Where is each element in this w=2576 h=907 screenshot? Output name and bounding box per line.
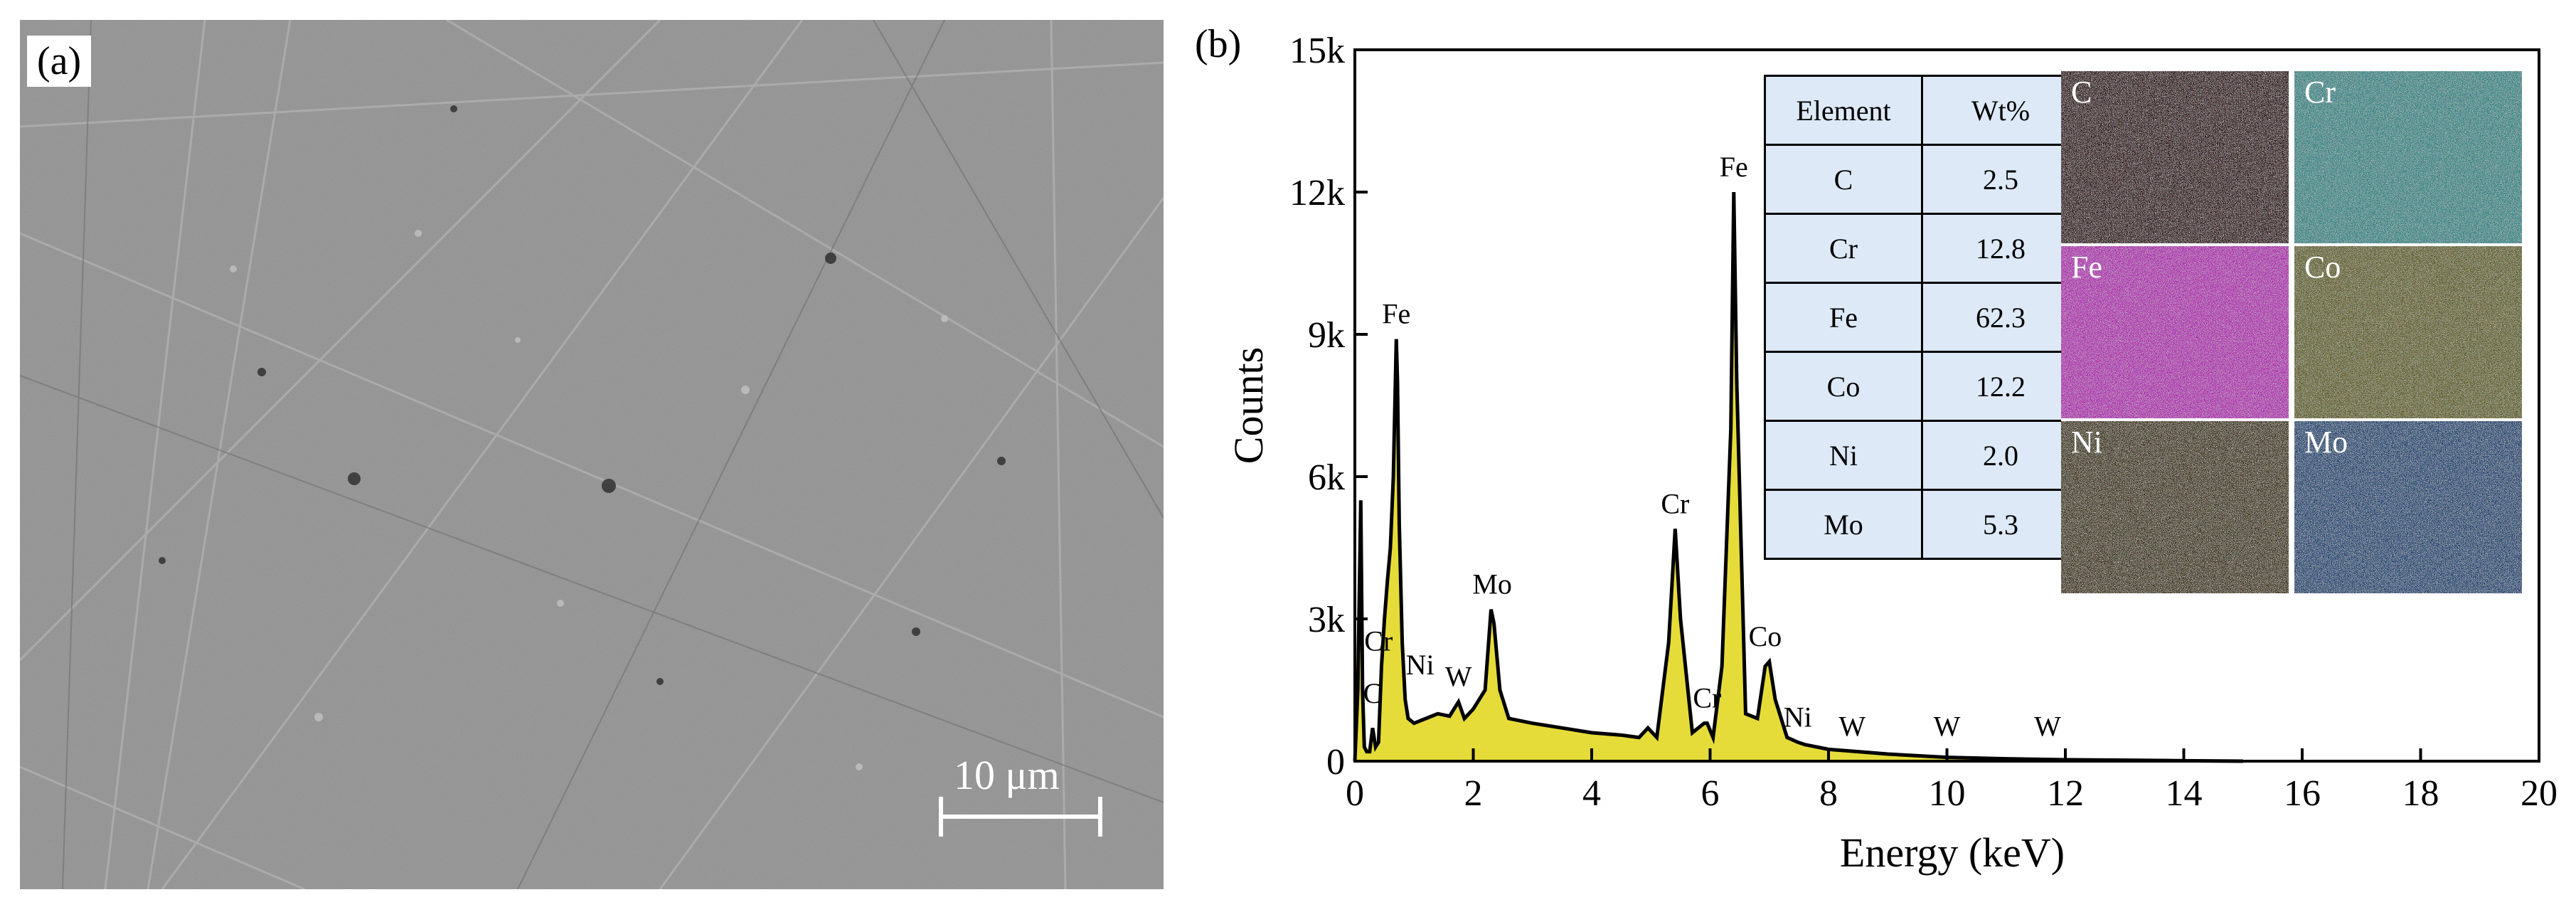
peak-label: Cr	[1364, 625, 1393, 657]
panel-a-label: (a)	[27, 36, 92, 87]
x-tick-label: 18	[2402, 773, 2439, 814]
element-map-label: C	[2071, 75, 2092, 110]
axes: 0 2 4 6 8 10 12 14 16 18 20 0 3k 6k 9k 12k 15k	[1289, 31, 2558, 814]
sem-micrograph-image: (a) 10 μm	[20, 20, 1164, 889]
element-map-texture	[2061, 246, 2289, 418]
table-header-row: Element Wt%	[1764, 75, 2080, 146]
wt-percent-cell: 5.3	[1921, 489, 2080, 560]
y-tick-label: 0	[1326, 742, 1345, 783]
scale-bar-text: 10 μm	[954, 752, 1060, 798]
peak-label: Ni	[1406, 649, 1435, 681]
peak-label: W	[1838, 711, 1866, 743]
element-map-label: Mo	[2304, 425, 2348, 460]
peak-label: Cr	[1661, 487, 1689, 519]
table-row: Mo 5.3	[1764, 489, 2080, 560]
peak-label: W	[1934, 711, 1961, 743]
element-map-texture	[2294, 246, 2522, 418]
x-tick-label: 14	[2166, 773, 2203, 814]
element-map-grid: C Cr Fe Co Ni Mo	[2061, 71, 2522, 593]
wt-percent-cell: 62.3	[1921, 282, 2080, 353]
element-cell: Co	[1764, 351, 1923, 422]
wt-percent-cell: 12.8	[1921, 213, 2080, 284]
peak-label: Ni	[1784, 701, 1812, 733]
element-map-tile: Cr	[2294, 71, 2522, 243]
wt-percent-cell: 2.0	[1921, 420, 2080, 491]
peak-label: Fe	[1382, 298, 1410, 330]
peak-label: Fe	[1720, 151, 1748, 183]
peak-label: W	[2034, 711, 2061, 743]
table-row: Cr 12.8	[1764, 213, 2080, 284]
x-tick-label: 10	[1929, 773, 1966, 814]
x-tick-label: 0	[1346, 773, 1364, 814]
table-row: Ni 2.0	[1764, 420, 2080, 491]
element-map-tile: C	[2061, 71, 2289, 243]
element-map-tile: Fe	[2061, 246, 2289, 418]
table-row: Co 12.2	[1764, 351, 2080, 422]
element-cell: Mo	[1764, 489, 1923, 560]
composition-table: Element Wt% C 2.5 Cr 12.8 Fe 62.3 Co 12.2 Ni 2.0 Mo 5…	[1764, 75, 2080, 560]
element-map-texture	[2061, 421, 2289, 593]
x-tick-label: 16	[2284, 773, 2321, 814]
wt-percent-cell: Wt%	[1921, 75, 2080, 146]
x-tick-label: 20	[2521, 773, 2558, 814]
element-map-label: Fe	[2071, 250, 2102, 285]
element-map-label: Cr	[2304, 75, 2336, 110]
y-tick-label: 6k	[1308, 457, 1345, 498]
element-cell: Element	[1764, 75, 1923, 146]
x-tick-label: 2	[1464, 773, 1483, 814]
element-map-label: Co	[2304, 250, 2341, 285]
element-map-tile: Mo	[2294, 421, 2522, 593]
peak-label: W	[1445, 661, 1472, 693]
element-map-texture	[2061, 71, 2289, 243]
y-tick-label: 9k	[1308, 315, 1345, 356]
element-map-tile: Co	[2294, 246, 2522, 418]
peak-label: Co	[1749, 620, 1782, 652]
element-cell: Ni	[1764, 420, 1923, 491]
peak-label: Mo	[1472, 568, 1512, 600]
peak-label: Cr	[1693, 682, 1721, 714]
table-row: C 2.5	[1764, 144, 2080, 215]
element-cell: Cr	[1764, 213, 1923, 284]
y-tick-label: 3k	[1308, 600, 1345, 640]
x-tick-label: 8	[1819, 773, 1838, 814]
y-tick-label: 12k	[1289, 173, 1345, 213]
element-cell: C	[1764, 144, 1923, 215]
element-cell: Fe	[1764, 282, 1923, 353]
x-tick-label: 12	[2047, 773, 2084, 814]
x-axis-label: Energy (keV)	[1840, 829, 2065, 876]
y-axis-label: Counts	[1225, 347, 1272, 464]
peak-label: C	[1363, 677, 1383, 709]
table-row: Fe 62.3	[1764, 282, 2080, 353]
y-tick-label: 15k	[1289, 31, 1345, 71]
wt-percent-cell: 2.5	[1921, 144, 2080, 215]
x-tick-label: 4	[1582, 773, 1601, 814]
element-map-tile: Ni	[2061, 421, 2289, 593]
panel-b-label: (b)	[1195, 22, 1242, 66]
element-map-texture	[2294, 71, 2522, 243]
element-map-texture	[2294, 421, 2522, 593]
x-tick-label: 6	[1701, 773, 1720, 814]
wt-percent-cell: 12.2	[1921, 351, 2080, 422]
spectrum-line	[1353, 191, 2243, 763]
sem-texture	[20, 20, 1164, 889]
element-map-label: Ni	[2071, 425, 2102, 460]
